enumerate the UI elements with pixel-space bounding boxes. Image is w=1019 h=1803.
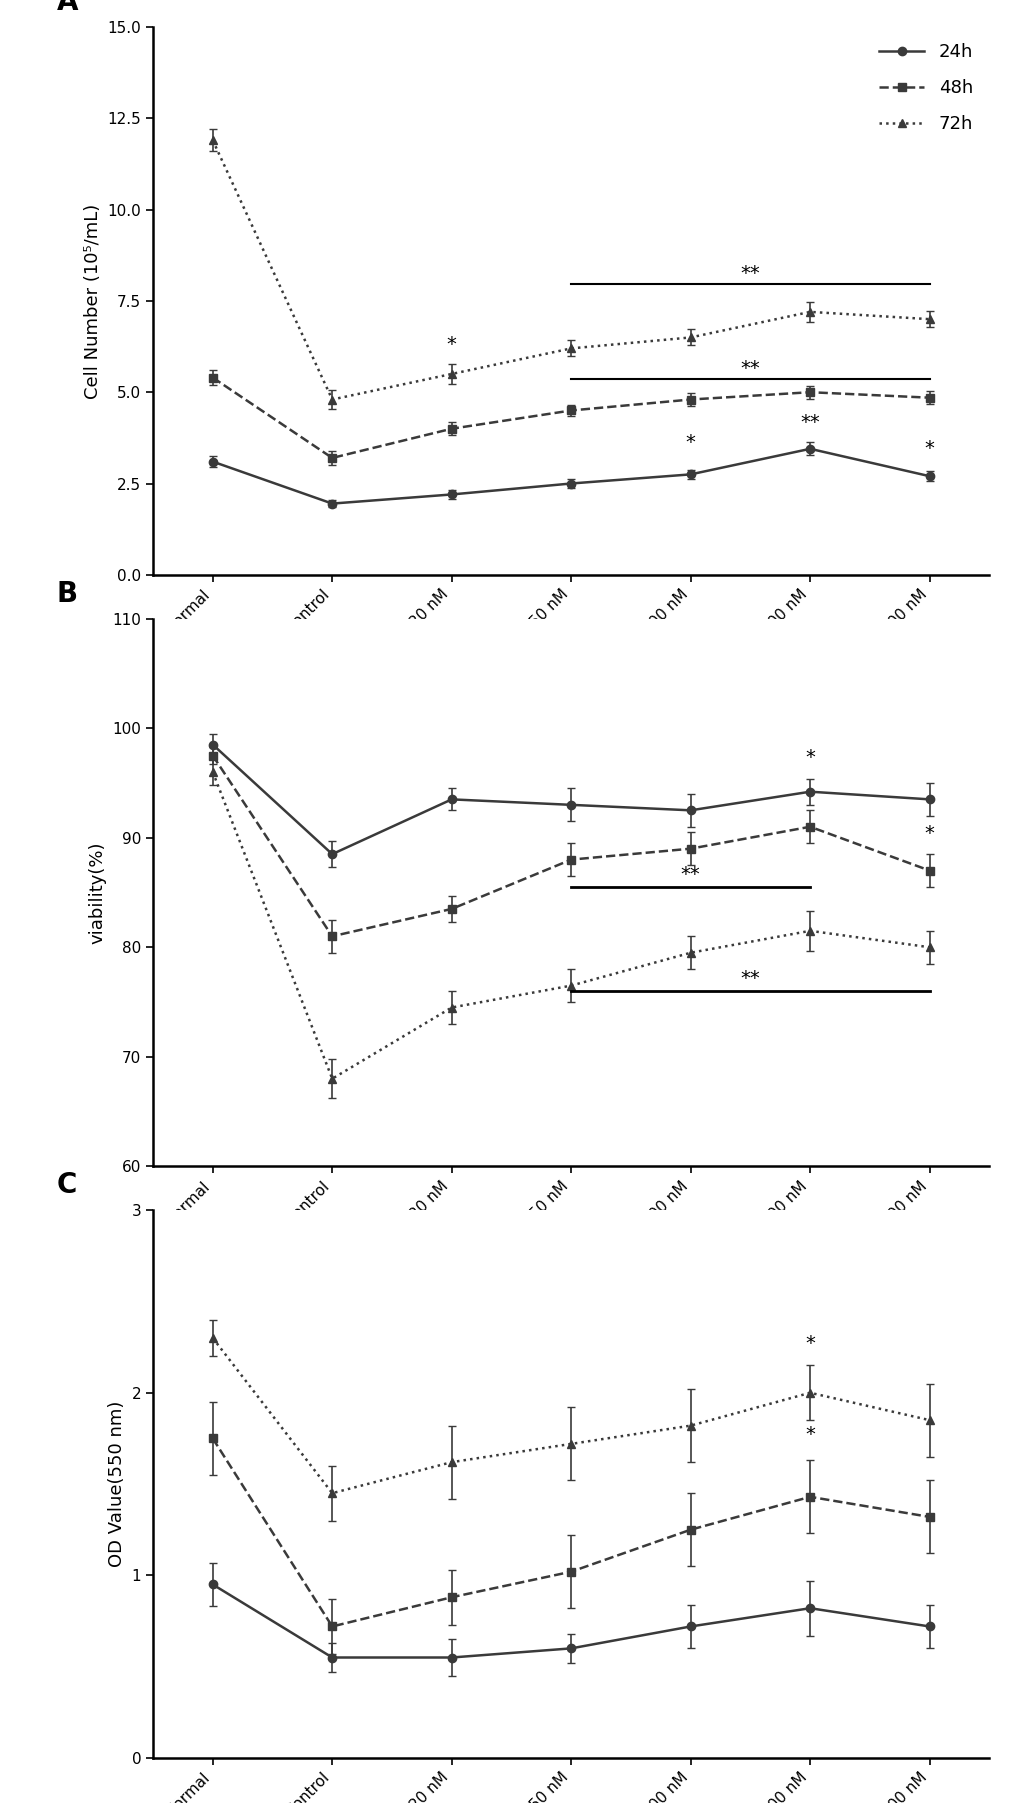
Y-axis label: viability(%): viability(%) — [89, 842, 107, 943]
Text: C: C — [57, 1172, 77, 1199]
Text: *: * — [804, 1334, 814, 1352]
Legend: 24h, 48h, 72h: 24h, 48h, 72h — [871, 36, 979, 141]
Text: **: ** — [740, 968, 759, 988]
Y-axis label: Cell Number (10⁵/mL): Cell Number (10⁵/mL) — [84, 204, 102, 398]
Text: *: * — [685, 433, 695, 453]
Y-axis label: OD Value(550 nm): OD Value(550 nm) — [108, 1401, 125, 1567]
Text: **: ** — [680, 865, 700, 883]
Text: A: A — [57, 0, 78, 16]
Text: *: * — [924, 438, 933, 458]
Text: *: * — [804, 748, 814, 766]
Text: *: * — [804, 1424, 814, 1444]
Text: *: * — [446, 335, 457, 353]
Text: **: ** — [740, 263, 759, 283]
Text: *: * — [924, 824, 933, 844]
Text: **: ** — [740, 359, 759, 377]
Text: B: B — [57, 579, 77, 608]
Text: **: ** — [800, 413, 819, 433]
